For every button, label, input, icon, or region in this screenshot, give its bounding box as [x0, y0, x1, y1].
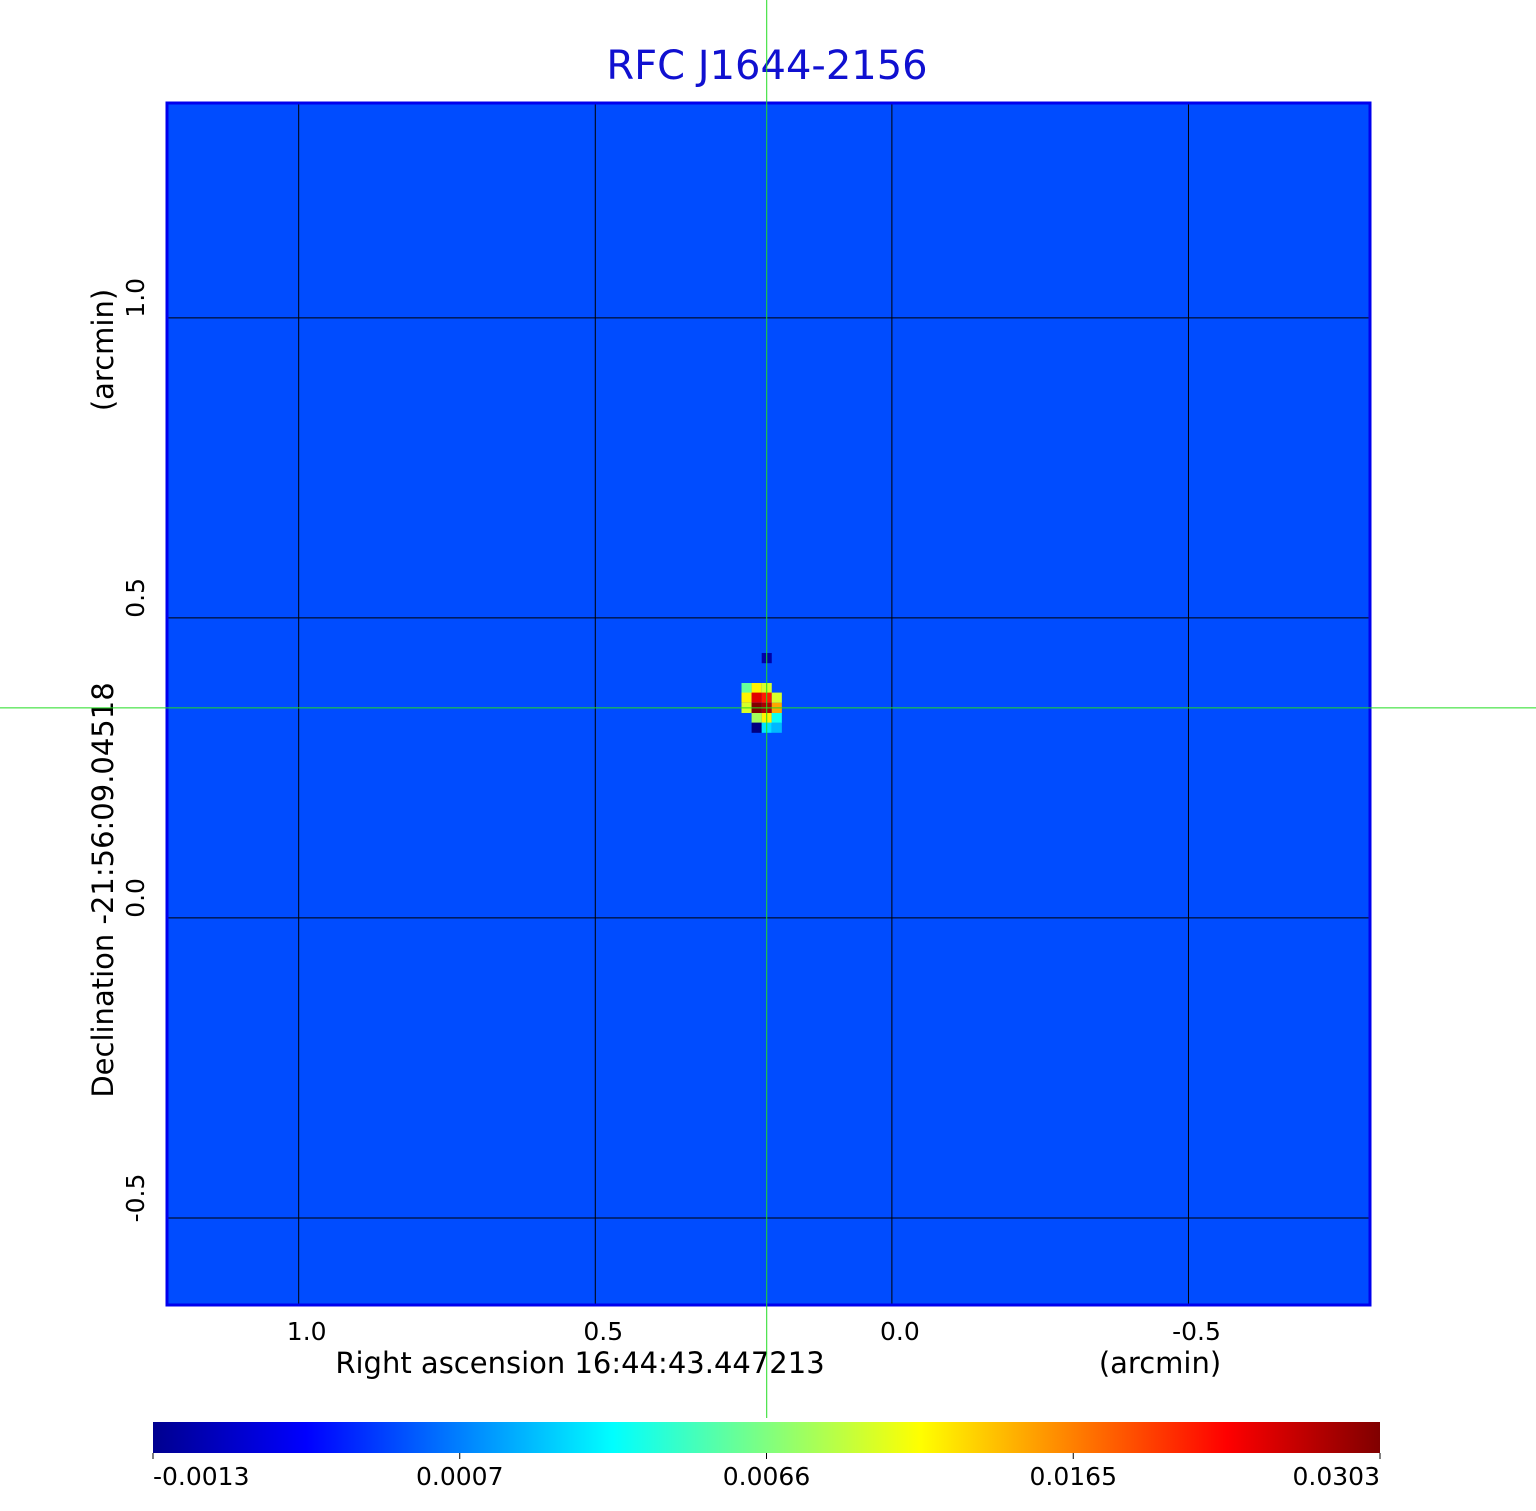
x-axis-unit: (arcmin): [1099, 1346, 1221, 1380]
y-tick-label: 0.0: [121, 878, 150, 918]
x-tick-label: -0.5: [1172, 1317, 1221, 1346]
pixel: [741, 682, 752, 694]
pixel: [751, 682, 762, 694]
y-tick-label: 0.5: [121, 578, 150, 618]
colorbar-tick-label: 0.0066: [723, 1462, 810, 1491]
pixel: [771, 713, 782, 724]
x-tick-label: 1.0: [287, 1317, 327, 1346]
pixel: [751, 722, 762, 733]
pixel: [751, 713, 762, 724]
colorbar-tick-label: 0.0007: [416, 1462, 503, 1491]
pixel: [751, 692, 762, 703]
pixel: [741, 692, 752, 703]
colorbar-tick-label: 0.0303: [1293, 1462, 1380, 1491]
y-axis-label: Declination -21:56:09.04518: [86, 682, 120, 1097]
y-tick-label: -0.5: [121, 1174, 150, 1223]
y-axis-unit: (arcmin): [86, 289, 120, 411]
pixel: [771, 722, 782, 733]
colorbar-tick-label: 0.0165: [1030, 1462, 1117, 1491]
x-tick-label: 0.5: [583, 1317, 623, 1346]
plot-frame: [165, 101, 1372, 1307]
pixel: [771, 692, 782, 703]
colorbar-tick-label: -0.0013: [153, 1462, 250, 1491]
colorbar: [153, 1422, 1380, 1453]
x-axis-label: Right ascension 16:44:43.447213: [335, 1346, 824, 1380]
x-tick-label: 0.0: [880, 1317, 920, 1346]
y-tick-label: 1.0: [121, 278, 150, 318]
